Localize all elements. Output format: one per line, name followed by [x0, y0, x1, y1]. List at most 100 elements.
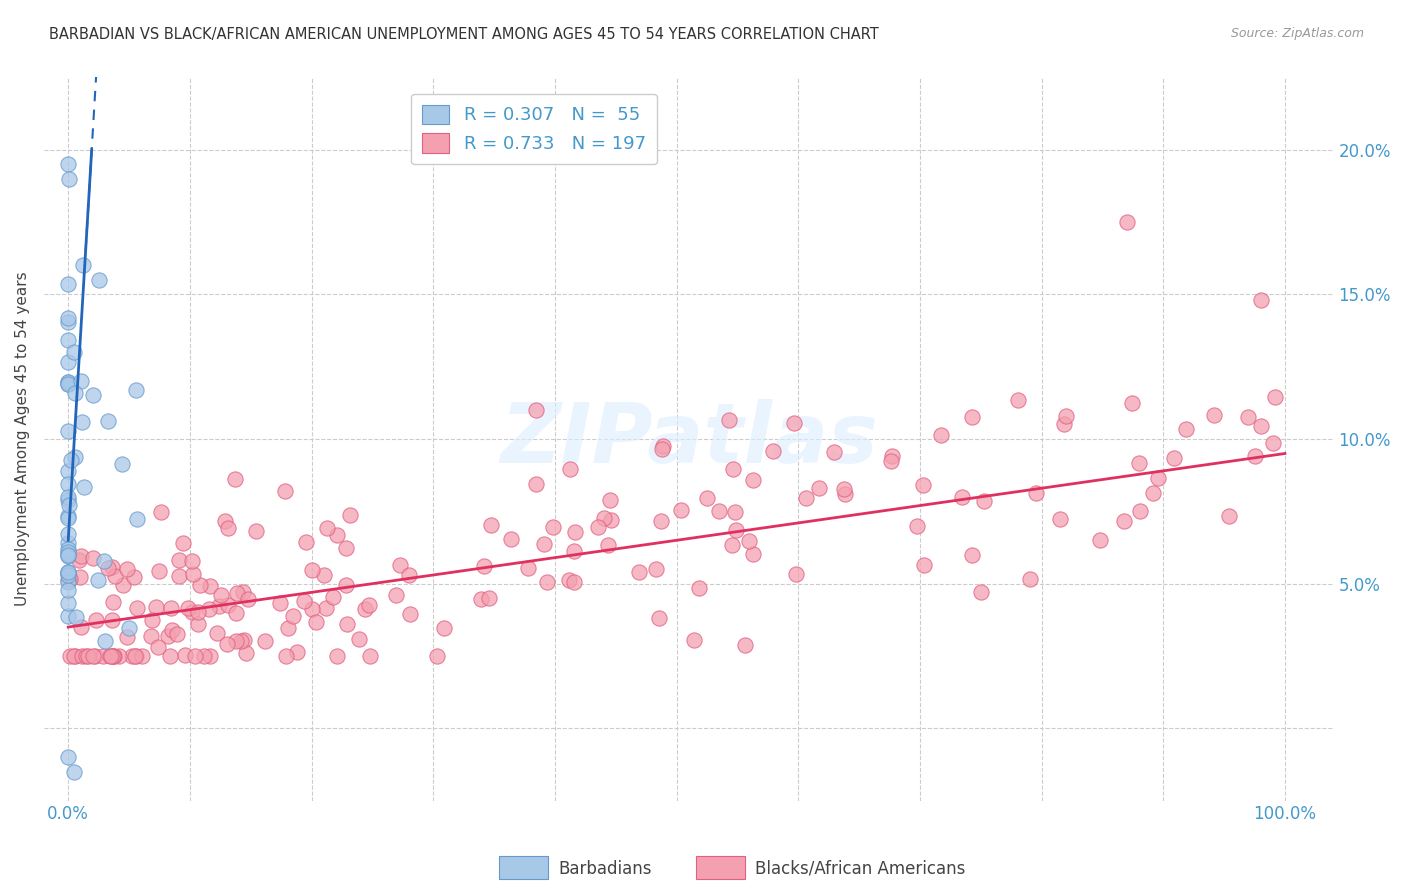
- Point: [145, 599, 167, 614]
- Point: [58, 508, 80, 523]
- Point: [146, 640, 169, 654]
- Point: [807, 481, 830, 495]
- Point: [70, 416, 93, 430]
- Point: [596, 538, 619, 552]
- Point: [58, 171, 80, 186]
- Point: [60, 453, 83, 467]
- Point: [58, 573, 80, 587]
- Point: [63, 385, 86, 400]
- Point: [648, 610, 671, 624]
- Point: [188, 578, 211, 592]
- Point: [305, 615, 328, 629]
- Point: [312, 568, 335, 582]
- Point: [184, 648, 207, 663]
- Point: [148, 564, 170, 578]
- Point: [905, 519, 928, 533]
- Point: [58, 425, 80, 439]
- Point: [58, 566, 80, 580]
- Point: [205, 625, 228, 640]
- Point: [564, 524, 586, 539]
- Point: [558, 573, 581, 587]
- Point: [58, 582, 80, 597]
- Legend: R = 0.307   N =  55, R = 0.733   N = 197: R = 0.307 N = 55, R = 0.733 N = 197: [412, 94, 657, 164]
- Point: [70, 620, 93, 634]
- Point: [235, 646, 257, 660]
- Point: [593, 511, 616, 525]
- Point: [426, 648, 449, 663]
- Point: [69, 570, 91, 584]
- Point: [115, 562, 138, 576]
- Point: [599, 492, 621, 507]
- Point: [599, 513, 621, 527]
- Point: [962, 549, 984, 563]
- Point: [125, 648, 148, 663]
- Point: [187, 605, 209, 619]
- Point: [1264, 390, 1286, 404]
- Point: [69, 374, 91, 388]
- Point: [169, 568, 191, 582]
- Point: [58, 545, 80, 559]
- Point: [104, 568, 127, 582]
- Point: [121, 648, 143, 663]
- Point: [536, 574, 558, 589]
- Point: [84, 613, 107, 627]
- Point: [433, 621, 456, 635]
- Point: [58, 536, 80, 550]
- Point: [58, 548, 80, 562]
- Point: [157, 629, 180, 643]
- Point: [217, 598, 239, 612]
- Point: [58, 547, 80, 561]
- Point: [1163, 451, 1185, 466]
- Point: [688, 581, 710, 595]
- Point: [354, 601, 377, 615]
- Point: [301, 601, 323, 615]
- Point: [98, 648, 121, 663]
- Point: [294, 534, 316, 549]
- Point: [58, 375, 80, 389]
- Point: [725, 524, 748, 538]
- Point: [224, 472, 246, 486]
- Point: [76, 648, 98, 663]
- Point: [63, 345, 86, 359]
- Point: [231, 633, 253, 648]
- Point: [832, 482, 855, 496]
- Point: [58, 565, 80, 579]
- Point: [160, 600, 183, 615]
- Point: [100, 648, 122, 663]
- Point: [181, 554, 204, 568]
- Point: [87, 273, 110, 287]
- Point: [65, 610, 87, 624]
- Point: [292, 593, 315, 607]
- Point: [233, 633, 256, 648]
- Point: [783, 416, 806, 430]
- Point: [1250, 419, 1272, 434]
- Text: BARBADIAN VS BLACK/AFRICAN AMERICAN UNEMPLOYMENT AMONG AGES 45 TO 54 YEARS CORRE: BARBADIAN VS BLACK/AFRICAN AMERICAN UNEM…: [49, 27, 879, 42]
- Point: [628, 565, 651, 579]
- Point: [1128, 456, 1150, 470]
- Text: Source: ZipAtlas.com: Source: ZipAtlas.com: [1230, 27, 1364, 40]
- Point: [973, 493, 995, 508]
- Point: [524, 476, 547, 491]
- Point: [101, 648, 124, 663]
- Point: [912, 558, 935, 573]
- Point: [75, 648, 97, 663]
- Point: [651, 442, 673, 457]
- Point: [315, 601, 337, 615]
- Point: [696, 491, 718, 506]
- Point: [524, 402, 547, 417]
- Point: [198, 579, 221, 593]
- Point: [87, 574, 110, 588]
- Point: [217, 520, 239, 534]
- Point: [911, 478, 934, 492]
- Point: [1049, 512, 1071, 526]
- Point: [541, 520, 564, 534]
- Point: [58, 609, 80, 624]
- Point: [301, 562, 323, 576]
- Point: [564, 543, 586, 558]
- Point: [150, 505, 173, 519]
- Point: [384, 588, 406, 602]
- Point: [97, 414, 120, 428]
- Point: [1142, 485, 1164, 500]
- Point: [111, 578, 134, 592]
- Text: Barbadians: Barbadians: [558, 860, 652, 878]
